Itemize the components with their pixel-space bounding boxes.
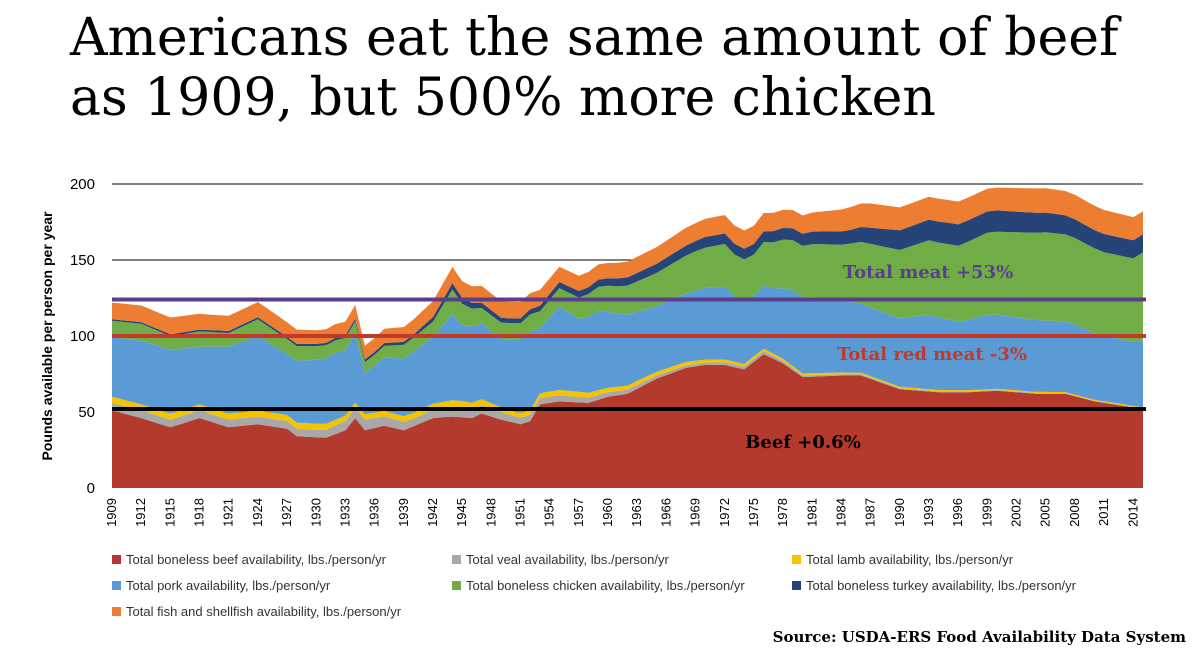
legend-item: Total veal availability, lbs./person/yr xyxy=(452,548,792,570)
x-tick-label: 1909 xyxy=(104,498,119,527)
x-tick-label: 1954 xyxy=(542,498,557,527)
x-tick-label: 1981 xyxy=(804,498,819,527)
source-note: Source: USDA-ERS Food Availability Data … xyxy=(772,628,1186,646)
x-tick-label: 1924 xyxy=(250,498,265,527)
x-tick-label: 1960 xyxy=(600,498,615,527)
area-series-5 xyxy=(112,210,1143,363)
legend-swatch xyxy=(112,554,121,564)
y-tick-label: 200 xyxy=(70,176,95,193)
x-tick-label: 1993 xyxy=(921,498,936,527)
reference-label-0: Total meat +53% xyxy=(843,262,1013,283)
legend-item: Total pork availability, lbs./person/yr xyxy=(112,574,452,596)
area-series-4 xyxy=(112,231,1143,374)
area-series-0 xyxy=(112,354,1143,488)
x-tick-label: 1927 xyxy=(279,498,294,527)
x-tick-label: 2002 xyxy=(1009,498,1024,527)
legend-swatch xyxy=(792,554,801,564)
x-tick-label: 1951 xyxy=(513,498,528,527)
y-axis-label: Pounds available per person per year xyxy=(39,211,55,461)
x-tick-label: 1963 xyxy=(629,498,644,527)
legend-label: Total boneless turkey availability, lbs.… xyxy=(806,577,1076,593)
x-tick-label: 1930 xyxy=(308,498,323,527)
legend-label: Total lamb availability, lbs./person/yr xyxy=(806,551,1014,567)
x-tick-label: 2014 xyxy=(1125,498,1140,527)
y-tick-label: 50 xyxy=(78,404,95,421)
x-tick-label: 1915 xyxy=(162,498,177,527)
x-tick-label: 2011 xyxy=(1096,498,1111,526)
x-tick-label: 1966 xyxy=(658,498,673,527)
reference-label-2: Beef +0.6% xyxy=(745,432,861,453)
x-tick-label: 2005 xyxy=(1038,498,1053,527)
legend-item: Total boneless turkey availability, lbs.… xyxy=(792,574,1172,596)
reference-label-1: Total red meat -3% xyxy=(837,344,1027,365)
legend-item: Total lamb availability, lbs./person/yr xyxy=(792,548,1172,570)
legend-item: Total boneless chicken availability, lbs… xyxy=(452,574,792,596)
x-tick-label: 1975 xyxy=(746,498,761,527)
area-series-2 xyxy=(112,348,1143,430)
legend-swatch xyxy=(452,580,461,590)
x-tick-label: 1921 xyxy=(221,498,236,527)
x-tick-label: 1939 xyxy=(396,498,411,527)
legend-item: Total fish and shellfish availability, l… xyxy=(112,600,452,622)
legend-label: Total boneless chicken availability, lbs… xyxy=(466,577,745,593)
legend-swatch xyxy=(452,554,461,564)
x-tick-label: 1972 xyxy=(717,498,732,527)
area-series-3 xyxy=(112,285,1143,424)
legend-swatch xyxy=(112,580,121,590)
x-tick-label: 1957 xyxy=(571,498,586,527)
x-tick-label: 1996 xyxy=(950,498,965,527)
area-series xyxy=(112,187,1143,488)
legend-label: Total fish and shellfish availability, l… xyxy=(126,603,402,619)
x-tick-label: 1912 xyxy=(133,498,148,527)
x-tick-label: 1918 xyxy=(192,498,207,527)
x-tick-label: 2008 xyxy=(1067,498,1082,527)
x-tick-label: 1936 xyxy=(367,498,382,527)
x-tick-label: 1945 xyxy=(454,498,469,527)
x-tick-label: 1990 xyxy=(892,498,907,527)
area-series-6 xyxy=(112,187,1143,360)
reference-lines: Total meat +53% Total red meat -3% Beef +0… xyxy=(112,262,1146,453)
x-tick-label: 1984 xyxy=(834,498,849,527)
x-tick-label: 1969 xyxy=(688,498,703,527)
y-axis-ticks: 0 50 100 150 200 xyxy=(70,176,95,497)
legend-label: Total veal availability, lbs./person/yr xyxy=(466,551,669,567)
y-tick-label: 150 xyxy=(70,252,95,269)
y-tick-label: 0 xyxy=(87,480,95,497)
legend-swatch xyxy=(792,580,801,590)
legend: Total boneless beef availability, lbs./p… xyxy=(112,548,1172,622)
legend-label: Total pork availability, lbs./person/yr xyxy=(126,577,331,593)
legend-swatch xyxy=(112,606,121,616)
legend-label: Total boneless beef availability, lbs./p… xyxy=(126,551,386,567)
legend-item: Total boneless beef availability, lbs./p… xyxy=(112,548,452,570)
x-tick-label: 1999 xyxy=(979,498,994,527)
y-tick-label: 100 xyxy=(70,328,95,345)
x-tick-label: 1948 xyxy=(483,498,498,527)
chart-title: Americans eat the same amount of beef as… xyxy=(70,8,1119,128)
x-tick-label: 1942 xyxy=(425,498,440,527)
x-axis-ticks: 1909 1912 1915 1918 1921 1924 1927 1930 1933 1936… xyxy=(104,498,1140,527)
x-tick-label: 1987 xyxy=(863,498,878,527)
x-tick-label: 1978 xyxy=(775,498,790,527)
x-tick-label: 1933 xyxy=(337,498,352,527)
